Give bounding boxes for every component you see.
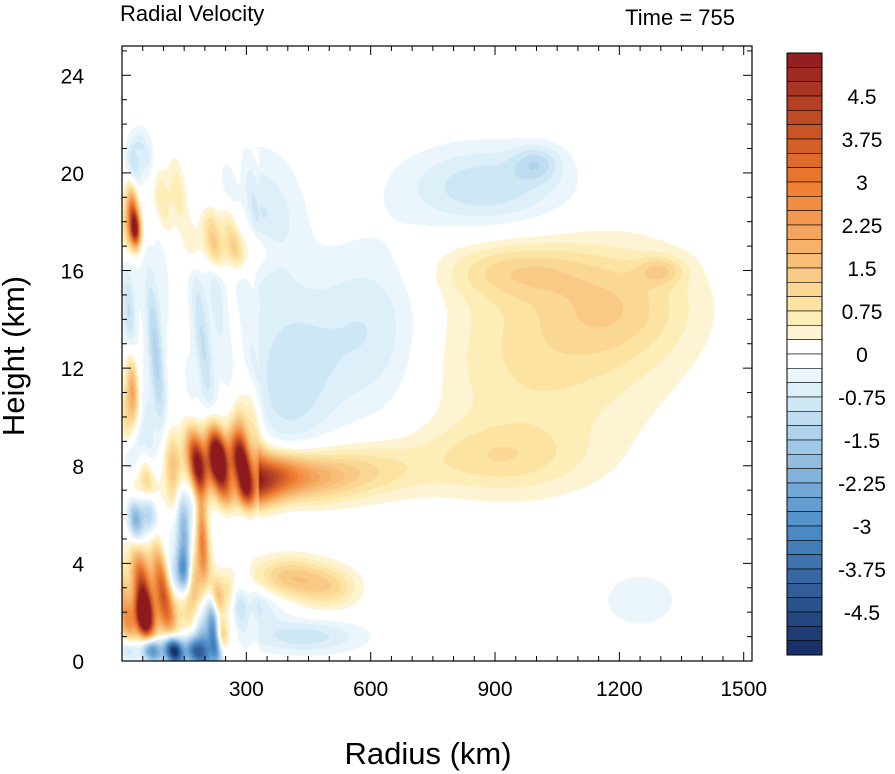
chart-subtitle: Time = 755	[625, 5, 735, 30]
colorbar-bin	[786, 454, 823, 469]
colorbar-bin	[786, 511, 823, 527]
y-tick-label: 16	[61, 261, 84, 284]
colorbar-label: 4.5	[847, 86, 876, 109]
x-axis-label: Radius (km)	[344, 736, 511, 771]
colorbar-bin	[786, 339, 823, 355]
colorbar-bin	[786, 210, 823, 226]
colorbar-bin	[786, 425, 823, 441]
colorbar-bin	[786, 368, 823, 383]
colorbar-bin	[786, 353, 823, 369]
colorbar-bin	[786, 626, 823, 641]
colorbar-bin	[786, 540, 823, 555]
colorbar-label: -3	[853, 516, 872, 539]
colorbar-bin	[786, 482, 823, 498]
colorbar-label: 3.75	[842, 129, 883, 152]
y-tick-label: 12	[61, 358, 84, 381]
x-tick-label: 900	[478, 678, 513, 701]
colorbar-label: 0	[856, 344, 868, 367]
y-axis-label: Height (km)	[0, 276, 31, 436]
colorbar-bin	[786, 196, 823, 211]
y-tick-label: 4	[72, 553, 84, 576]
colorbar-bin	[786, 468, 823, 484]
y-axis: 0 4 8 12 16 20 24	[61, 50, 752, 674]
colorbar-label: 0.75	[842, 301, 883, 324]
y-tick-label: 20	[61, 163, 84, 186]
colorbar-bin	[786, 640, 823, 656]
colorbar-label: -2.25	[838, 473, 886, 496]
colorbar-bin	[786, 597, 823, 613]
colorbar-bin	[786, 95, 823, 111]
heatmap-image	[122, 46, 752, 661]
colorbar-bin	[786, 396, 823, 412]
colorbar-bin	[786, 267, 823, 283]
plot-frame	[121, 45, 753, 662]
colorbar: 4.5 3.75 3 2.25 1.5 0.75 0 -0.75 -1.5 -2.25 -3 -3.7…	[786, 52, 886, 656]
colorbar-bin	[786, 124, 823, 140]
colorbar-label: -3.75	[838, 559, 886, 582]
heatmap-field	[122, 46, 752, 661]
colorbar-bin	[786, 81, 823, 97]
y-tick-label: 8	[72, 456, 84, 479]
colorbar-label: -0.75	[838, 387, 886, 410]
colorbar-bin	[786, 310, 823, 326]
colorbar-bin	[786, 439, 823, 455]
colorbar-bin	[786, 224, 823, 240]
colorbar-bin	[786, 253, 823, 269]
colorbar-bin	[786, 67, 823, 82]
colorbar-bin	[786, 554, 823, 570]
x-tick-label: 600	[353, 678, 388, 701]
colorbar-label: 2.25	[842, 215, 883, 238]
colorbar-bin	[786, 52, 823, 68]
x-tick-label: 1500	[720, 678, 767, 701]
y-tick-label: 0	[72, 651, 84, 674]
x-tick-label: 300	[229, 678, 264, 701]
colorbar-bin	[786, 239, 823, 254]
colorbar-bin	[786, 296, 823, 312]
colorbar-bin	[786, 110, 823, 125]
x-tick-label: 1200	[596, 678, 643, 701]
colorbar-label: 3	[856, 172, 868, 195]
colorbar-bin	[786, 497, 823, 512]
colorbar-bin	[786, 282, 823, 297]
y-tick-label: 24	[61, 65, 85, 88]
x-axis: 300 600 900 1200 1500	[142, 46, 767, 701]
colorbar-bin	[786, 153, 823, 168]
colorbar-bin	[786, 611, 823, 627]
colorbar-label: -1.5	[844, 430, 880, 453]
colorbar-bin	[786, 325, 823, 340]
colorbar-bin	[786, 568, 823, 584]
colorbar-bin	[786, 382, 823, 398]
colorbar-label: -4.5	[844, 602, 880, 625]
colorbar-bin	[786, 181, 823, 197]
chart-title: Radial Velocity	[120, 1, 264, 26]
colorbar-bin	[786, 525, 823, 541]
colorbar-bin	[786, 138, 823, 154]
colorbar-bin	[786, 167, 823, 183]
colorbar-bin	[786, 411, 823, 426]
colorbar-frame	[786, 52, 823, 656]
colorbar-label: 1.5	[847, 258, 876, 281]
colorbar-bin	[786, 583, 823, 598]
